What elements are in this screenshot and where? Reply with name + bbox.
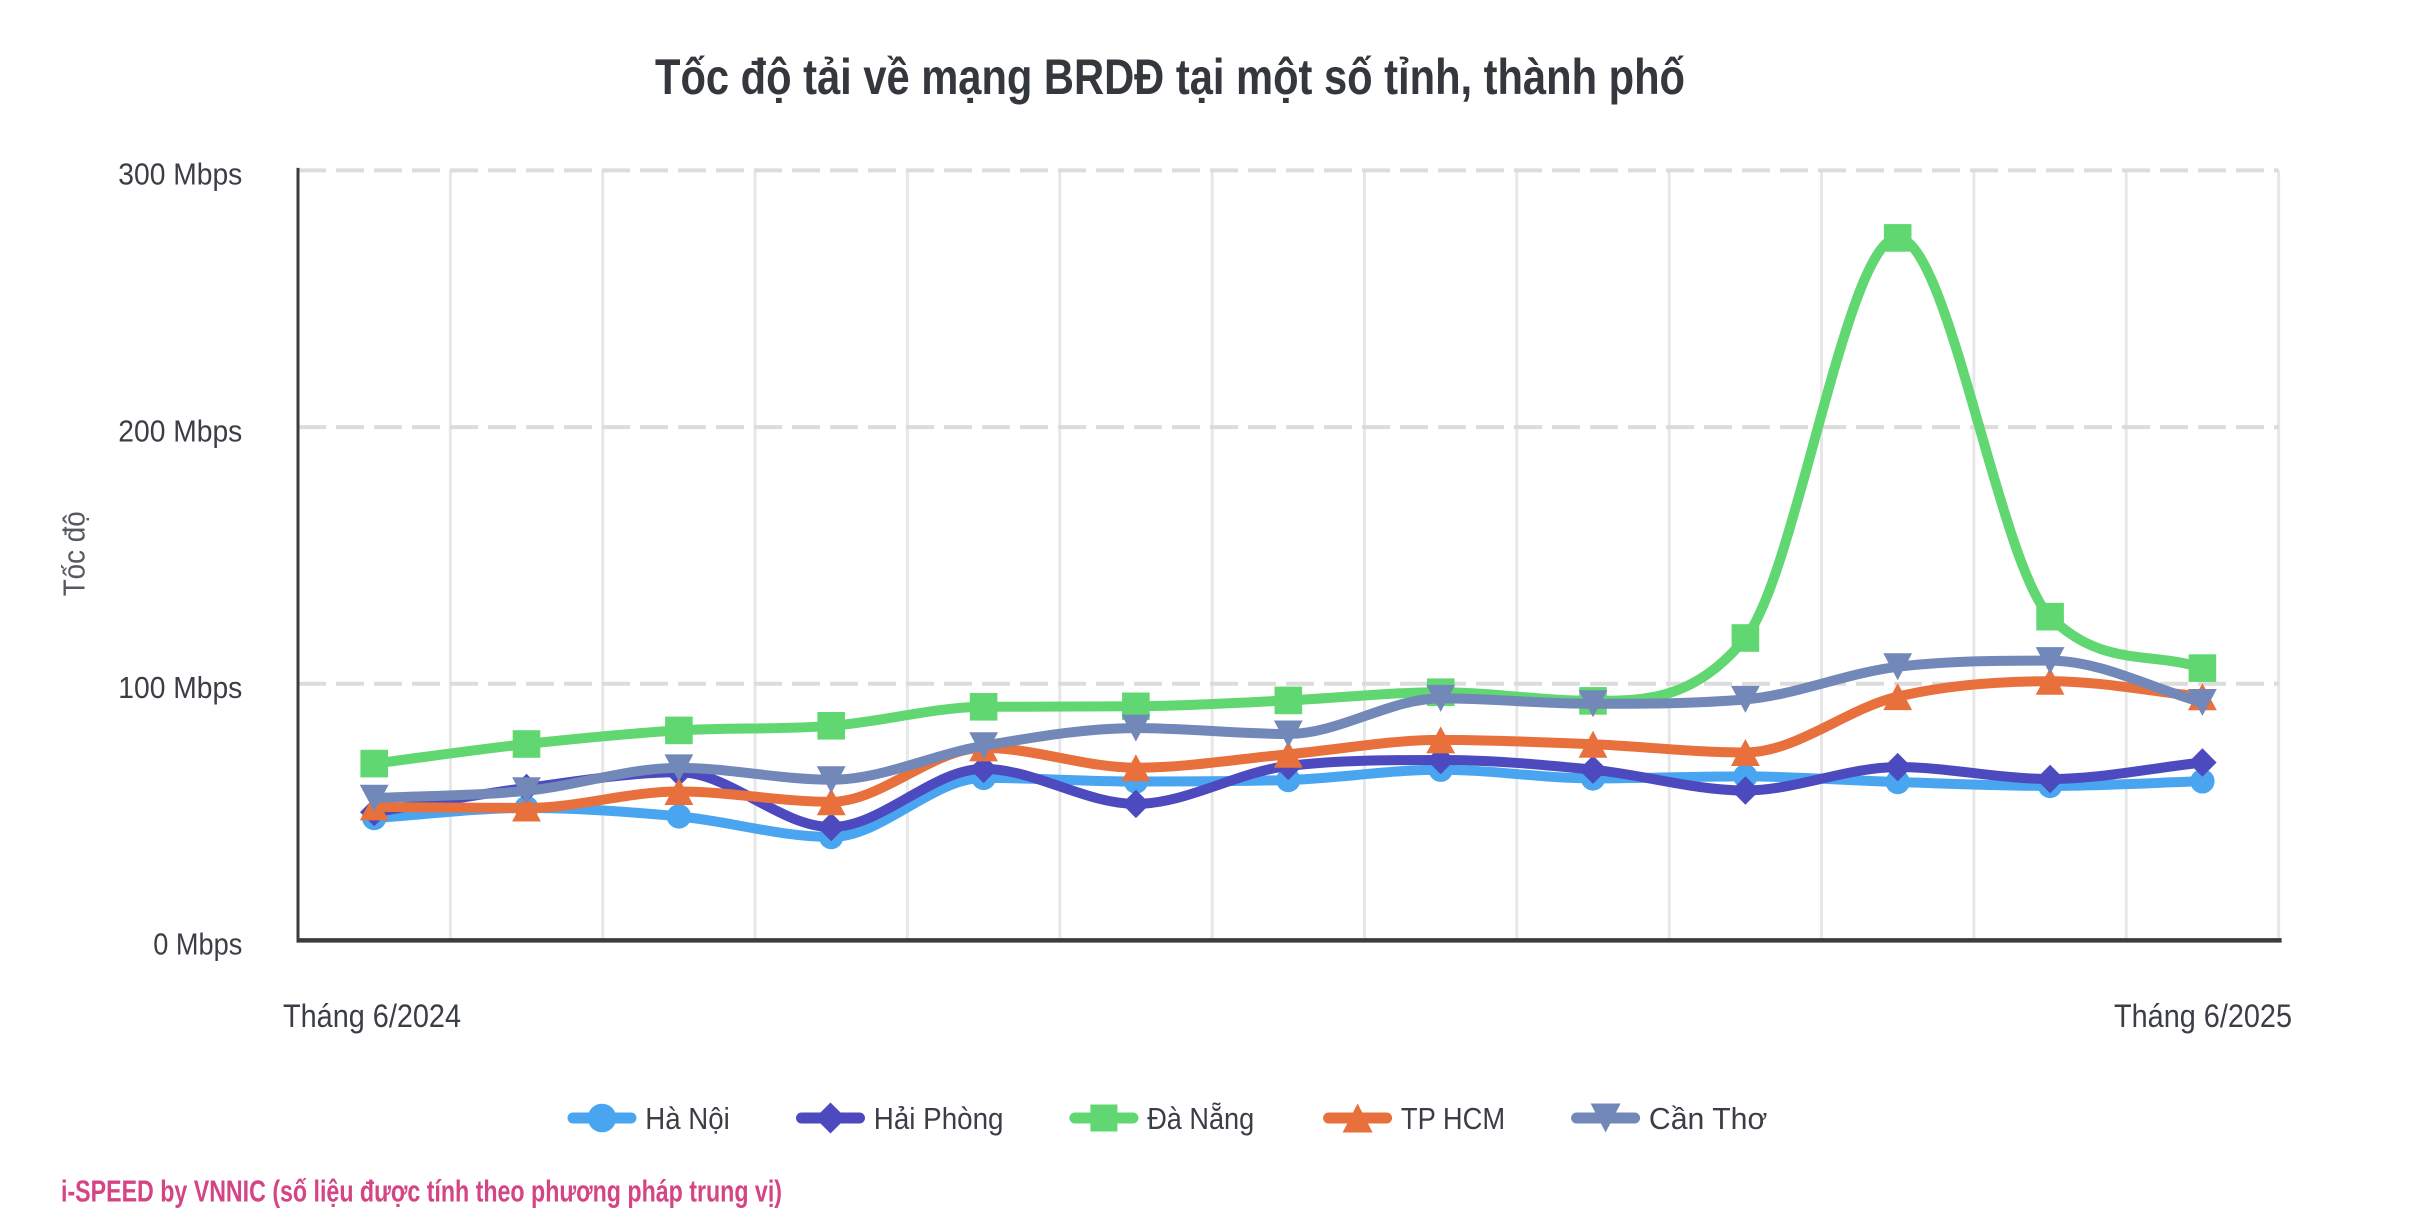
svg-text:300 Mbps: 300 Mbps bbox=[118, 157, 242, 192]
svg-text:100 Mbps: 100 Mbps bbox=[118, 670, 242, 705]
svg-text:Hải Phòng: Hải Phòng bbox=[874, 1101, 1004, 1136]
svg-text:Tháng 6/2025: Tháng 6/2025 bbox=[2114, 998, 2292, 1034]
svg-text:i-SPEED by VNNIC (số liệu được: i-SPEED by VNNIC (số liệu được tính theo… bbox=[61, 1174, 782, 1209]
svg-text:TP HCM: TP HCM bbox=[1401, 1101, 1505, 1136]
svg-text:Tốc độ tải về mạng BRDĐ tại mộ: Tốc độ tải về mạng BRDĐ tại một số tỉnh,… bbox=[655, 49, 1685, 105]
svg-text:Đà Nẵng: Đà Nẵng bbox=[1147, 1101, 1254, 1136]
svg-text:200 Mbps: 200 Mbps bbox=[118, 413, 242, 448]
svg-text:0 Mbps: 0 Mbps bbox=[153, 927, 242, 962]
svg-text:Tháng 6/2024: Tháng 6/2024 bbox=[283, 998, 461, 1034]
svg-text:Tốc độ: Tốc độ bbox=[56, 511, 91, 596]
svg-text:Cần Thơ: Cần Thơ bbox=[1649, 1101, 1767, 1136]
svg-text:Hà Nội: Hà Nội bbox=[645, 1101, 730, 1136]
